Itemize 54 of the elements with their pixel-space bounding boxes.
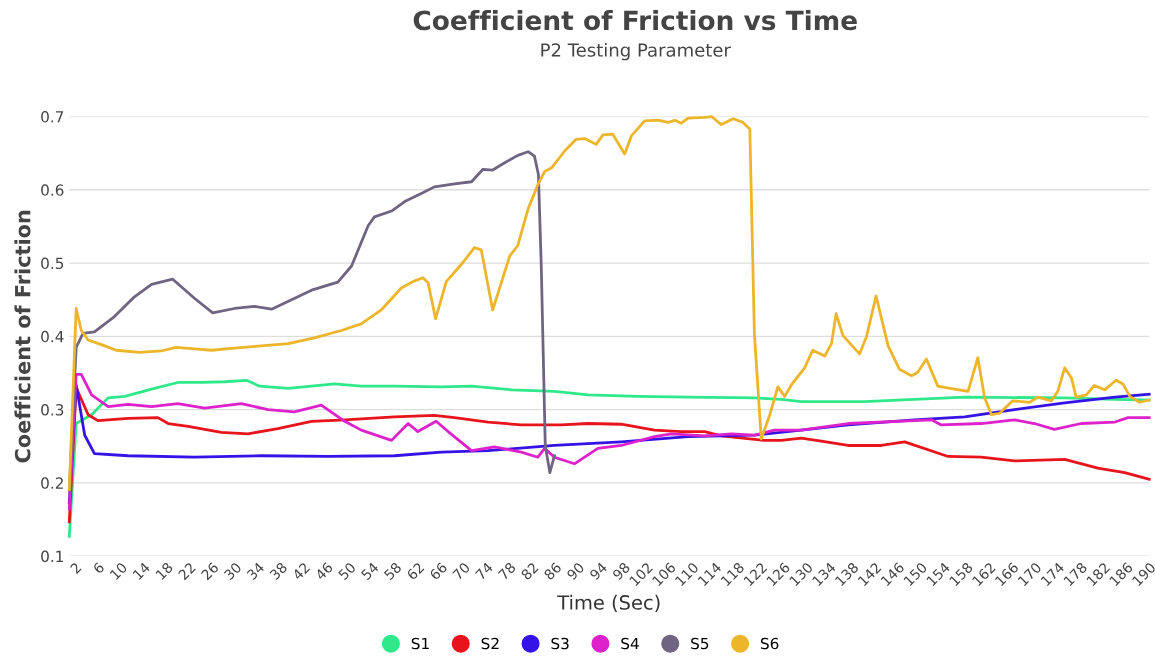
x-tick-label: 94 (588, 561, 608, 581)
legend-label: S5 (691, 637, 709, 650)
x-tick-label: 50 (337, 561, 357, 581)
legend-label: S3 (551, 637, 569, 650)
x-tick-label: 18 (155, 561, 174, 580)
x-tick-label: 10 (109, 561, 128, 580)
x-tick-label: 30 (223, 561, 242, 581)
line-series (67, 115, 1151, 491)
x-tick-label: 6 (92, 561, 105, 575)
legend-label: S1 (411, 637, 429, 650)
x-tick-label: 102 (628, 562, 654, 587)
x-tick-label: 182 (1086, 562, 1111, 587)
x-tick-label: 98 (611, 561, 631, 581)
y-tick-label: 0.5 (41, 257, 64, 270)
x-tick-label: 58 (383, 561, 402, 581)
x-tick-label: 62 (406, 562, 425, 581)
x-tick-label: 122 (743, 562, 768, 587)
legend-label: S4 (621, 637, 639, 650)
x-tick-label: 170 (1017, 561, 1042, 587)
x-tick-label: 162 (971, 562, 996, 587)
x-tick-label: 142 (857, 562, 882, 587)
y-tick-label: 0.7 (41, 111, 64, 123)
x-tick-label: 78 (497, 561, 517, 581)
x-tick-label: 54 (360, 561, 380, 581)
y-axis-title: Coefficient of Friction (14, 210, 31, 463)
y-tick-label: 0.4 (41, 330, 64, 343)
chart-title: Coefficient of Friction vs Time (413, 9, 857, 31)
x-tick-label: 34 (246, 561, 265, 581)
x-tick-label: 150 (903, 561, 928, 587)
y-tick-label: 0.3 (41, 404, 64, 416)
x-tick-label: 74 (475, 561, 494, 581)
x-tick-label: 22 (177, 562, 196, 581)
x-axis-title: Time (Sec) (557, 594, 660, 613)
x-tick-label: 178 (1063, 561, 1088, 587)
x-tick-label: 174 (1040, 561, 1065, 587)
x-tick-label: 86 (543, 561, 562, 581)
y-tick-label: 0.6 (41, 184, 64, 196)
x-tick-label: 66 (429, 561, 448, 581)
x-tick-label: 38 (269, 561, 288, 581)
x-tick-label: 42 (291, 562, 311, 581)
x-tick-label: 70 (452, 561, 471, 581)
x-tick-label: 114 (697, 561, 722, 587)
chart-subtitle: P2 Testing Parameter (541, 42, 731, 61)
y-tick-label: 0.1 (41, 550, 64, 563)
x-tick-label: 26 (200, 561, 220, 581)
x-tick-label: 82 (520, 562, 539, 581)
y-tick-label: 0.2 (41, 477, 63, 489)
x-tick-label: 46 (314, 561, 334, 581)
x-tick-label: 118 (720, 561, 745, 587)
x-tick-label: 2 (69, 562, 82, 574)
x-tick-label: 14 (132, 561, 151, 580)
x-tick-label: 90 (566, 561, 585, 581)
legend-label: S6 (760, 637, 779, 650)
legend-label: S2 (481, 637, 499, 650)
